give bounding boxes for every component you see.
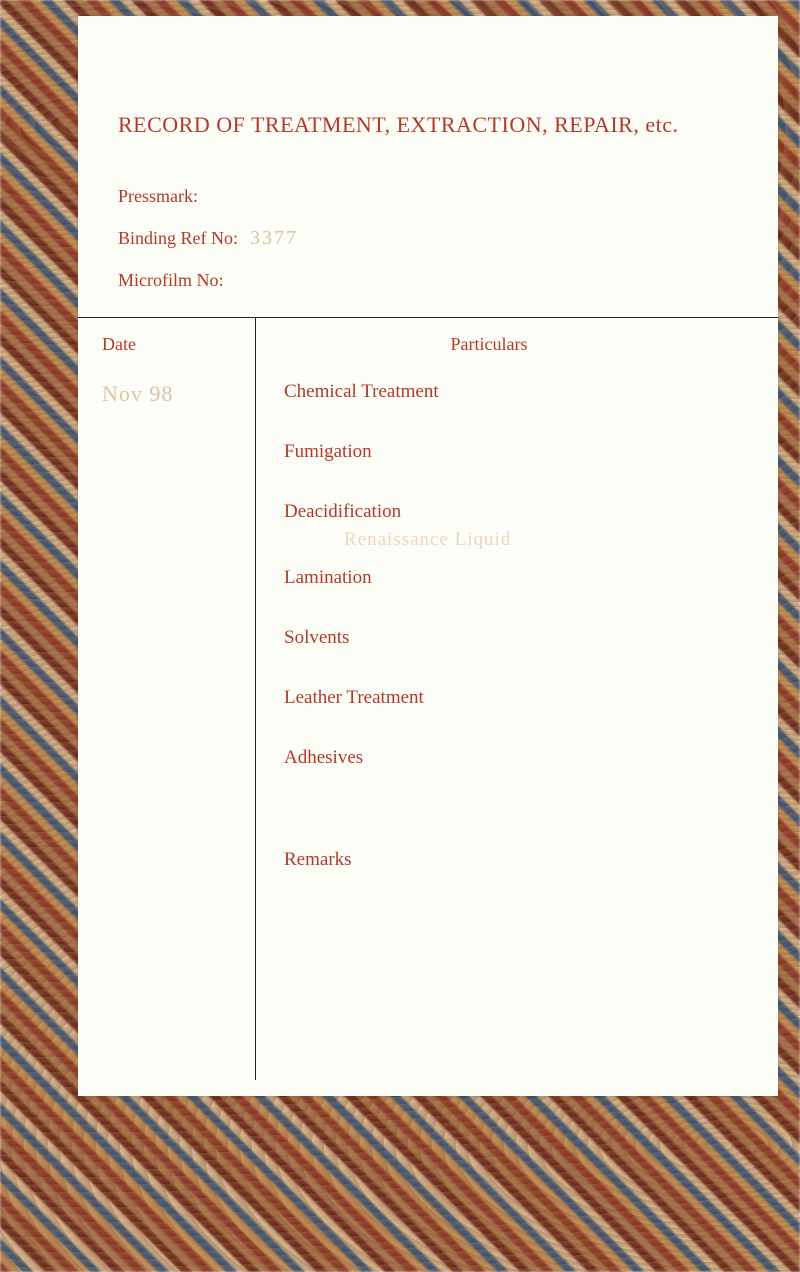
pressmark-row: Pressmark: (118, 186, 738, 207)
item-lamination: Lamination (284, 567, 754, 589)
date-column: Date Nov 98 (78, 318, 256, 1080)
item-deacidification: Deacidification (284, 501, 754, 523)
particulars-header: Particulars (284, 334, 754, 355)
microfilm-label: Microfilm No: (118, 270, 224, 291)
item-solvents: Solvents (284, 627, 754, 649)
particulars-column: Particulars Chemical Treatment Fumigatio… (256, 318, 778, 1080)
record-table: Date Nov 98 Particulars Chemical Treatme… (78, 318, 778, 1080)
page-title: RECORD OF TREATMENT, EXTRACTION, REPAIR,… (118, 112, 738, 138)
binding-ref-label: Binding Ref No: (118, 228, 238, 249)
deacidification-note: Renaissance Liquid (284, 529, 754, 551)
microfilm-row: Microfilm No: (118, 270, 738, 291)
date-value: Nov 98 (102, 381, 241, 407)
record-card: RECORD OF TREATMENT, EXTRACTION, REPAIR,… (78, 16, 778, 1096)
pressmark-label: Pressmark: (118, 186, 198, 207)
item-adhesives: Adhesives (284, 747, 754, 769)
item-remarks: Remarks (284, 849, 754, 871)
item-fumigation: Fumigation (284, 441, 754, 463)
date-header: Date (102, 334, 241, 355)
binding-ref-row: Binding Ref No: 3377 (118, 227, 738, 250)
binding-ref-value: 3377 (250, 227, 298, 250)
item-leather-treatment: Leather Treatment (284, 687, 754, 709)
item-chemical-treatment: Chemical Treatment (284, 381, 754, 403)
